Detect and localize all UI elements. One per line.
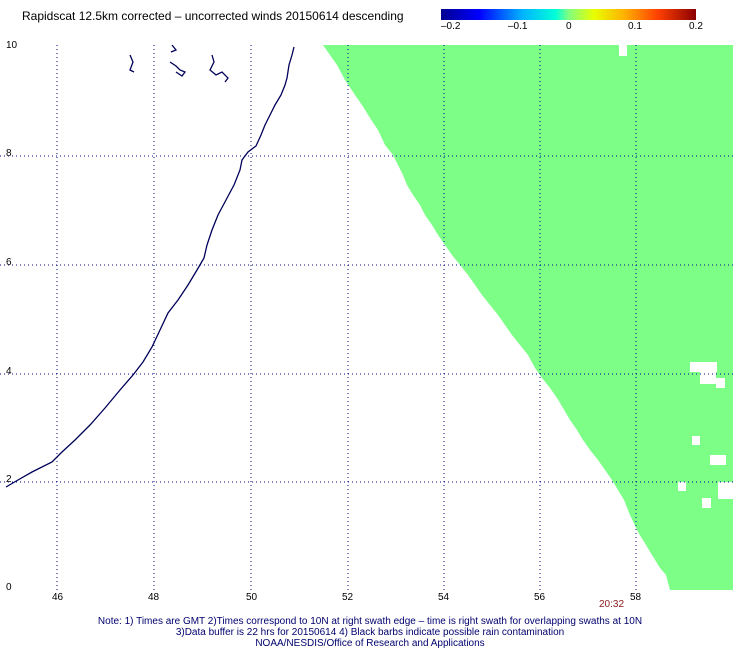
lat-tick-4: 4: [6, 366, 12, 377]
lon-tick-54: 54: [438, 592, 450, 603]
lat-tick-0: 0: [6, 582, 12, 593]
note-line-1: Note: 1) Times are GMT 2)Times correspon…: [97, 616, 643, 627]
colorbar-label-01: 0.1: [628, 21, 642, 32]
lon-tick-48: 48: [148, 592, 160, 603]
lat-tick-6: 6: [6, 257, 12, 268]
map-title: Rapidscat 12.5km corrected – uncorrected…: [22, 9, 404, 23]
colorbar-label-neg01: –0.1: [508, 21, 528, 32]
lon-tick-58: 58: [630, 592, 642, 603]
lon-tick-52: 52: [342, 592, 354, 603]
note-line-3: NOAA/NESDIS/Office of Research and Appli…: [255, 638, 485, 649]
data-gaps: [619, 45, 733, 508]
swath-time-label: 20:32: [599, 599, 625, 610]
colorbar-label-02: 0.2: [689, 21, 703, 32]
lon-tick-46: 46: [52, 592, 64, 603]
colorbar-label-0: 0: [566, 21, 572, 32]
colorbar: [441, 9, 696, 20]
coastline: [5, 44, 295, 488]
lat-tick-2: 2: [6, 474, 12, 485]
lat-tick-8: 8: [6, 148, 12, 159]
colorbar-label-neg02: –0.2: [441, 21, 461, 32]
lat-tick-10: 10: [6, 40, 18, 51]
lon-tick-50: 50: [246, 592, 258, 603]
grid-lines: [0, 45, 735, 590]
data-swath: [323, 45, 733, 590]
note-line-2: 3)Data buffer is 22 hrs for 20150614 4) …: [175, 627, 565, 638]
lon-tick-56: 56: [534, 592, 546, 603]
